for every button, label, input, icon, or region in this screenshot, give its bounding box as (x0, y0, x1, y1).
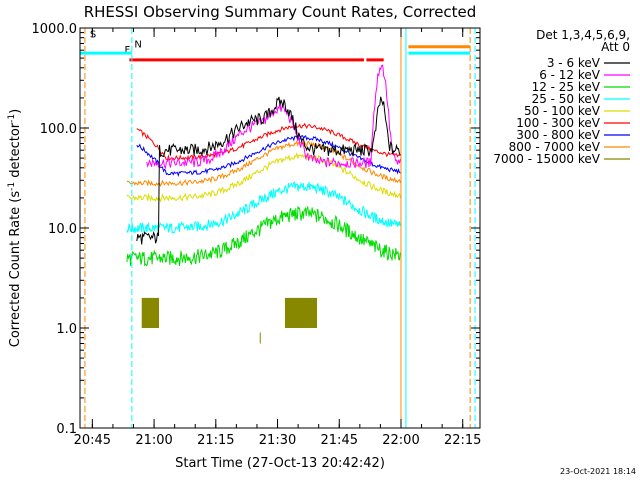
plot-area: FN S (80, 28, 476, 428)
flag-S-label: S (90, 30, 96, 41)
series-line (126, 205, 401, 267)
legend-header-line: Att 0 (601, 40, 630, 54)
y-tick-label: 100.0 (40, 122, 77, 137)
y-tick-label: 1000.0 (32, 22, 78, 37)
series-line (136, 135, 401, 178)
x-axis-label: Start Time (27-Oct-13 20:42:42) (175, 456, 385, 471)
y-tick-label: 10.0 (48, 222, 77, 237)
x-tick-label: 22:15 (444, 433, 481, 448)
legend-header-line: Det 1,3,4,5,6,9, (536, 28, 630, 42)
series-line (126, 180, 401, 234)
series-line (136, 96, 401, 245)
axes: 20:45 21:00 21:15 21:30 21:45 22:00 22:15 0.1 1.… (32, 22, 482, 448)
x-tick-label: 21:00 (135, 433, 172, 448)
generation-timestamp: 23-Oct-2021 18:14 (560, 467, 636, 476)
chart-title: RHESSI Observing Summary Count Rates, Co… (84, 3, 477, 21)
x-tick-label: 21:45 (321, 433, 358, 448)
series-line (146, 64, 401, 170)
y-tick-label: 1.0 (56, 322, 77, 337)
legend-label: 300 - 800 keV (516, 128, 600, 142)
legend-label: 7000 - 15000 keV (493, 152, 600, 166)
plot-frame (79, 27, 481, 429)
legend-label: 12 - 25 keV (532, 80, 601, 94)
flag-F-label: F (124, 45, 130, 56)
x-tick-label: 21:15 (197, 433, 234, 448)
x-tick-label: 20:45 (74, 433, 111, 448)
flag-N-label: N (134, 39, 141, 50)
y-tick-label: 0.1 (56, 422, 77, 437)
legend-label: 800 - 7000 keV (509, 140, 601, 154)
y-axis-label: Corrected Count Rate (s-1 detector-1) (7, 109, 23, 347)
olive-burst (141, 297, 160, 328)
series-line (126, 139, 401, 188)
series-line (136, 122, 401, 161)
legend-label: 6 - 12 keV (539, 68, 601, 82)
legend-label: 25 - 50 keV (532, 92, 601, 106)
legend-label: 50 - 100 keV (524, 104, 601, 118)
x-tick-label: 21:30 (259, 433, 296, 448)
series-line (126, 151, 401, 203)
olive-burst (284, 297, 318, 328)
legend-label: 100 - 300 keV (516, 116, 600, 130)
legend-label: 3 - 6 keV (547, 56, 601, 70)
x-tick-label: 22:00 (382, 433, 419, 448)
